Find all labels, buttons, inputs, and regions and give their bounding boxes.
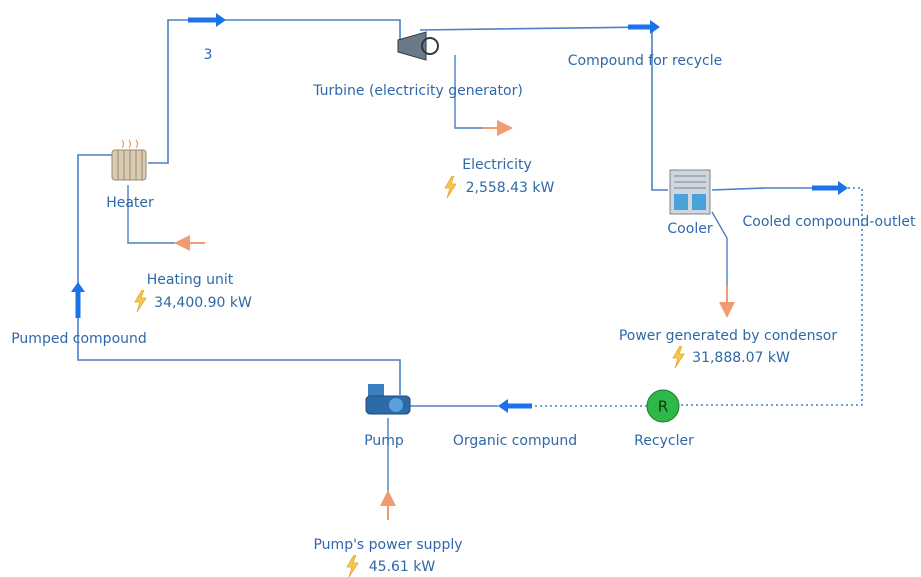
- arrow-head: [498, 399, 508, 413]
- recycler-icon: R: [646, 389, 680, 423]
- energy-value: 45.61 kW: [369, 559, 436, 575]
- energy-lines: [127, 55, 735, 520]
- stream-line: [419, 26, 668, 191]
- stream-label: Pumped compound: [11, 331, 147, 347]
- arrow-head: [838, 181, 848, 195]
- node-label: Recycler: [634, 433, 694, 449]
- stream-label: Organic compund: [453, 433, 577, 449]
- node-symbol: R: [658, 398, 668, 416]
- energy-icon: [672, 346, 685, 368]
- node-label: Heater: [106, 195, 154, 211]
- pump-icon: [365, 384, 411, 415]
- energy-label: Electricity: [462, 157, 532, 173]
- stream-label: 3: [204, 47, 213, 63]
- dotted-line: [680, 187, 863, 406]
- node-label: Pump: [364, 433, 404, 449]
- stream-line: [77, 154, 401, 395]
- arrow-head: [71, 282, 85, 292]
- energy-value: 31,888.07 kW: [692, 350, 790, 366]
- energy-icon: [134, 290, 147, 312]
- stream-label: Cooled compound-outlet: [743, 214, 916, 230]
- energy-line: [454, 55, 482, 129]
- energy-value: 2,558.43 kW: [466, 180, 555, 196]
- node-label: Cooler: [667, 221, 712, 237]
- stream-line: [148, 19, 401, 164]
- stream-label: Compound for recycle: [568, 53, 722, 69]
- energy-label: Power generated by condensor: [619, 328, 838, 344]
- streams: [71, 13, 863, 413]
- energy-label: Heating unit: [147, 272, 234, 288]
- energy-icon: [346, 555, 359, 577]
- energy-icon: [444, 176, 457, 198]
- energy-line: [127, 185, 175, 244]
- turbine-icon: [397, 31, 439, 61]
- node-label: Turbine (electricity generator): [312, 83, 523, 99]
- energy-label: Pump's power supply: [313, 537, 462, 553]
- energy-value: 34,400.90 kW: [154, 295, 252, 311]
- energy-line: [711, 211, 728, 285]
- arrow-head: [216, 13, 226, 27]
- cooler-icon: [669, 169, 711, 215]
- heater-icon: [111, 139, 147, 181]
- arrow-head: [650, 20, 660, 34]
